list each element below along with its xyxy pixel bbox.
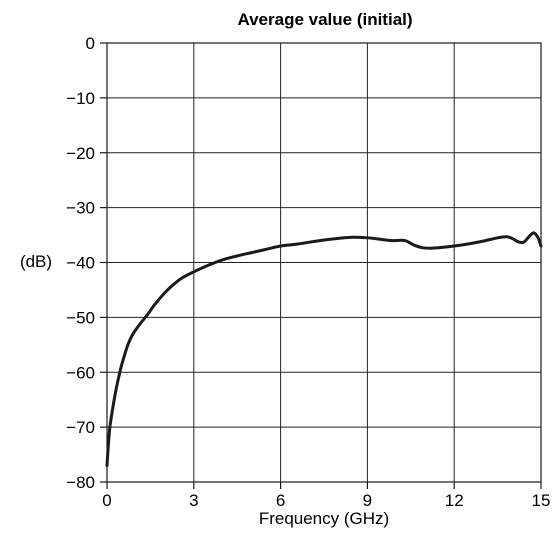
x-tick-label: 15 bbox=[532, 491, 551, 510]
y-axis-ticks: 0 −10 −20 −30 −40 −50 −60 −70 −80 bbox=[66, 34, 107, 492]
y-tick-label: −80 bbox=[66, 473, 95, 492]
series-line bbox=[105, 231, 543, 468]
y-tick-label: −30 bbox=[66, 199, 95, 218]
y-axis-label: (dB) bbox=[20, 252, 52, 271]
y-tick-label: −20 bbox=[66, 144, 95, 163]
x-tick-label: 12 bbox=[445, 491, 464, 510]
y-tick-label: −60 bbox=[66, 363, 95, 382]
x-tick-label: 6 bbox=[276, 491, 285, 510]
x-axis-label: Frequency (GHz) bbox=[259, 509, 389, 528]
x-tick-label: 9 bbox=[363, 491, 372, 510]
y-tick-label: 0 bbox=[86, 34, 95, 53]
grid bbox=[107, 43, 541, 482]
x-axis-ticks: 0 3 6 9 12 15 bbox=[102, 482, 550, 510]
y-tick-label: −10 bbox=[66, 89, 95, 108]
series-layer bbox=[105, 231, 543, 468]
y-tick-label: −40 bbox=[66, 254, 95, 273]
y-tick-label: −70 bbox=[66, 418, 95, 437]
chart-title: Average value (initial) bbox=[237, 10, 412, 29]
x-tick-label: 0 bbox=[102, 491, 111, 510]
y-tick-label: −50 bbox=[66, 308, 95, 327]
x-tick-label: 3 bbox=[189, 491, 198, 510]
